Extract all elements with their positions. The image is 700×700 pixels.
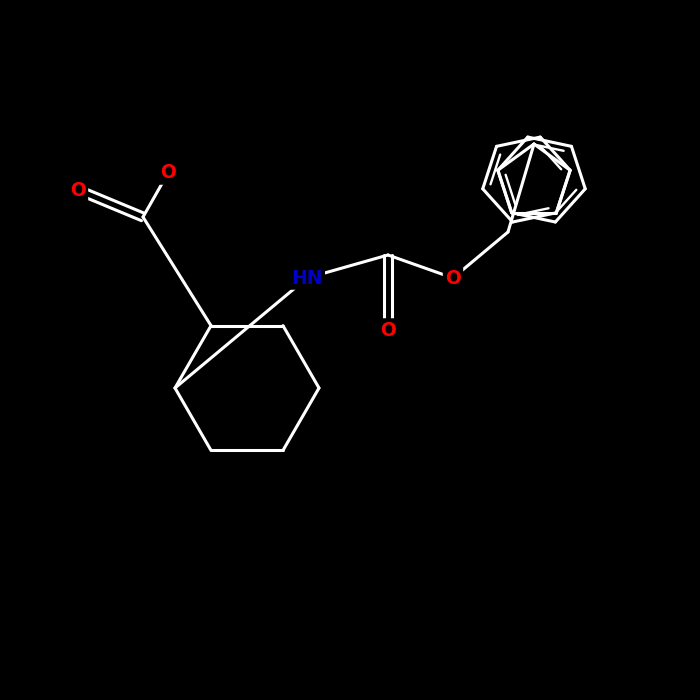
Text: O: O	[445, 269, 461, 288]
Text: O: O	[70, 181, 86, 199]
Text: O: O	[160, 164, 176, 183]
Text: O: O	[380, 321, 396, 340]
Text: HN: HN	[291, 269, 323, 288]
